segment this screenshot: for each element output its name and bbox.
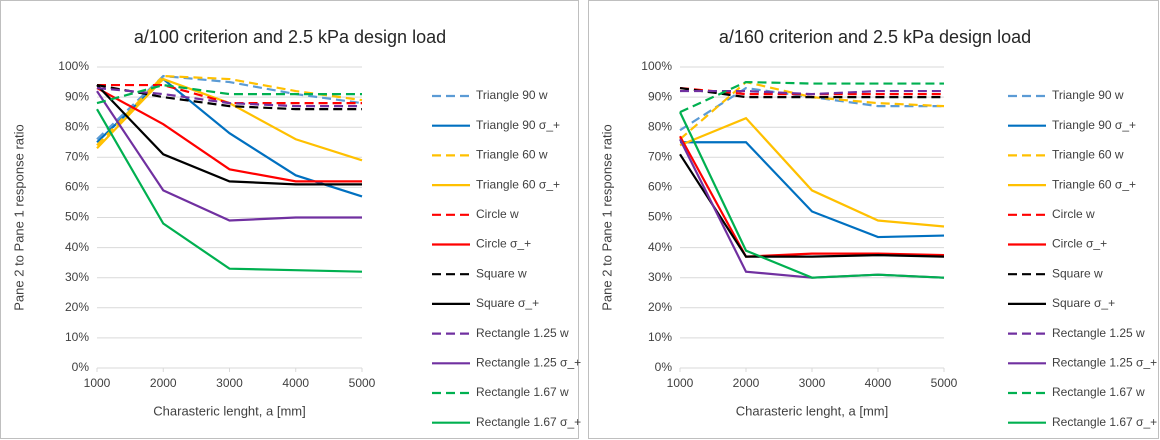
y-tick-label: 90% bbox=[65, 89, 89, 103]
legend-label: Square w bbox=[1052, 266, 1103, 280]
data-line bbox=[679, 116, 945, 228]
legend-label: Square w bbox=[476, 266, 527, 280]
y-tick-label: 20% bbox=[65, 300, 89, 314]
y-tick-label: 60% bbox=[648, 180, 672, 194]
x-tick-label: 5000 bbox=[931, 376, 958, 390]
legend-label: Rectangle 1.25 w bbox=[476, 326, 569, 340]
data-line bbox=[96, 83, 362, 105]
data-line bbox=[96, 108, 363, 273]
x-tick-label: 2000 bbox=[150, 376, 177, 390]
y-tick-label: 100% bbox=[58, 59, 89, 73]
legend-label: Triangle 60 σ_+ bbox=[476, 177, 560, 191]
legend-label: Square σ_+ bbox=[1052, 296, 1115, 310]
legend-label: Triangle 90 w bbox=[476, 88, 548, 102]
y-tick-label: 50% bbox=[648, 210, 672, 224]
legend-label: Triangle 60 σ_+ bbox=[1052, 177, 1136, 191]
y-tick-label: 80% bbox=[648, 119, 672, 133]
data-line bbox=[679, 80, 944, 114]
legend-label: Rectangle 1.25 w bbox=[1052, 326, 1145, 340]
y-tick-label: 90% bbox=[648, 89, 672, 103]
data-line bbox=[679, 111, 945, 279]
legend-label: Rectangle 1.25 σ_+ bbox=[476, 355, 581, 369]
data-line bbox=[96, 84, 362, 186]
panel-border bbox=[0, 0, 579, 439]
legend-label: Circle w bbox=[476, 207, 519, 221]
data-line bbox=[679, 135, 945, 258]
y-tick-label: 0% bbox=[655, 360, 673, 374]
legend-label: Rectangle 1.67 σ_+ bbox=[476, 415, 581, 429]
legend-label: Circle σ_+ bbox=[476, 237, 531, 251]
y-tick-label: 10% bbox=[65, 330, 89, 344]
x-tick-label: 3000 bbox=[799, 376, 826, 390]
y-tick-label: 0% bbox=[72, 360, 90, 374]
x-tick-label: 4000 bbox=[865, 376, 892, 390]
y-tick-label: 80% bbox=[65, 119, 89, 133]
legend-label: Rectangle 1.25 σ_+ bbox=[1052, 355, 1157, 369]
x-tick-label: 1000 bbox=[84, 376, 111, 390]
x-axis-title: Charasteric lenght, a [mm] bbox=[736, 403, 888, 418]
legend-label: Triangle 60 w bbox=[1052, 148, 1124, 162]
legend-label: Rectangle 1.67 w bbox=[476, 385, 569, 399]
y-tick-label: 20% bbox=[648, 300, 672, 314]
legend-label: Rectangle 1.67 w bbox=[1052, 385, 1145, 399]
legend-label: Square σ_+ bbox=[476, 296, 539, 310]
y-tick-label: 30% bbox=[65, 270, 89, 284]
y-tick-label: 70% bbox=[648, 149, 672, 163]
chart-title: a/100 criterion and 2.5 kPa design load bbox=[134, 27, 446, 47]
data-line bbox=[96, 87, 362, 183]
x-tick-label: 4000 bbox=[282, 376, 309, 390]
legend-label: Rectangle 1.67 σ_+ bbox=[1052, 415, 1157, 429]
legend-label: Triangle 60 w bbox=[476, 148, 548, 162]
y-tick-label: 70% bbox=[65, 149, 89, 163]
data-line bbox=[679, 86, 944, 99]
data-line bbox=[679, 153, 945, 258]
data-line bbox=[96, 90, 362, 222]
y-axis-title: Pane 2 to Pane 1 response ratio bbox=[599, 124, 614, 310]
x-tick-label: 5000 bbox=[349, 376, 376, 390]
x-tick-label: 2000 bbox=[733, 376, 760, 390]
x-axis-title: Charasteric lenght, a [mm] bbox=[153, 403, 305, 418]
y-tick-label: 30% bbox=[648, 270, 672, 284]
y-axis-title: Pane 2 to Pane 1 response ratio bbox=[11, 124, 26, 310]
y-tick-label: 100% bbox=[641, 59, 672, 73]
y-tick-label: 40% bbox=[65, 240, 89, 254]
chart-title: a/160 criterion and 2.5 kPa design load bbox=[719, 27, 1031, 47]
data-line bbox=[680, 141, 945, 239]
data-line bbox=[96, 74, 363, 141]
legend-label: Circle w bbox=[1052, 207, 1095, 221]
y-tick-label: 50% bbox=[65, 210, 89, 224]
legend-label: Triangle 90 σ_+ bbox=[1052, 118, 1136, 132]
y-tick-label: 60% bbox=[65, 180, 89, 194]
legend-label: Circle σ_+ bbox=[1052, 237, 1107, 251]
legend-label: Triangle 90 w bbox=[1052, 88, 1124, 102]
x-tick-label: 3000 bbox=[216, 376, 243, 390]
legend-label: Triangle 90 σ_+ bbox=[476, 118, 560, 132]
x-tick-label: 1000 bbox=[667, 376, 694, 390]
y-tick-label: 10% bbox=[648, 330, 672, 344]
data-line bbox=[96, 74, 363, 147]
y-tick-label: 40% bbox=[648, 240, 672, 254]
